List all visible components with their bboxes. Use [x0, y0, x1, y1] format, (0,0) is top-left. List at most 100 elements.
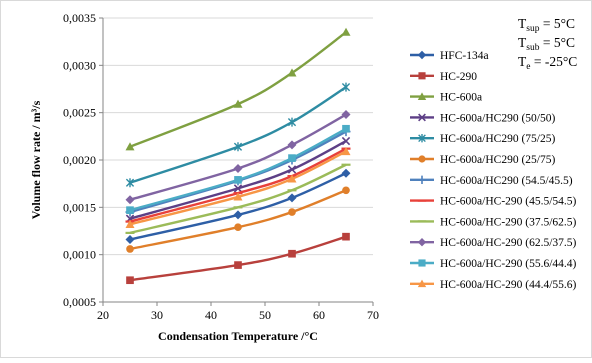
condition-label: Tsup = 5°C — [518, 16, 575, 34]
legend-label: HC-600a/HC-290 (55.6/44.4) — [440, 258, 577, 270]
legend: HFC-134a HC-290 HC-600a HC-600a/HC290 (50/5… — [410, 50, 577, 291]
series-line — [129, 147, 347, 223]
data-point — [233, 210, 243, 220]
legend-marker — [418, 72, 426, 80]
data-point — [287, 117, 297, 127]
condition-value: = 5°C — [539, 35, 575, 50]
x-tick-label: 70 — [367, 308, 379, 322]
legend-item: HFC-134a — [410, 50, 489, 62]
x-tick-label: 60 — [313, 308, 325, 322]
legend-label: HC-600a/HC290 (75/25) — [440, 133, 555, 145]
data-point — [341, 146, 351, 156]
condition-subscript: sup — [526, 24, 539, 34]
series-group — [126, 124, 350, 214]
data-point — [342, 232, 350, 241]
x-tick-label: 40 — [205, 308, 217, 322]
legend-label: HC-600a/HC290 (50/50) — [440, 112, 555, 124]
legend-label: HC-600a/HC-290 (37.5/62.5) — [440, 216, 577, 228]
condition-symbol: T — [518, 16, 527, 31]
y-tick-label: 0,0030 — [63, 58, 96, 72]
series-group — [125, 27, 351, 151]
data-point — [287, 140, 297, 150]
data-point — [341, 82, 351, 92]
series-line — [129, 86, 347, 184]
data-point — [125, 142, 135, 151]
x-axis-title: Condensation Temperature /°C — [158, 329, 318, 343]
condition-label: Tsub = 5°C — [518, 35, 575, 53]
data-point — [125, 195, 135, 205]
series-layer — [125, 27, 351, 285]
series-group — [125, 146, 351, 228]
condition-symbol: T — [518, 35, 527, 50]
data-point — [287, 68, 297, 77]
legend-item: HC-600a — [410, 92, 482, 104]
data-point — [126, 206, 134, 214]
series-line — [129, 163, 347, 235]
condition-value: = 5°C — [539, 16, 575, 31]
legend-item: HC-600a/HC290 (25/75) — [410, 154, 555, 166]
legend-item: HC-600a/HC-290 (55.6/44.4) — [410, 258, 577, 270]
data-point — [342, 124, 350, 133]
data-point — [234, 223, 242, 232]
legend-marker — [417, 50, 427, 60]
legend-label: HC-600a/HC-290 (44.4/55.6) — [440, 279, 577, 291]
legend-item: HC-600a/HC290 (50/50) — [410, 112, 555, 124]
legend-item: HC-600a/HC-290 (44.4/55.6) — [410, 279, 577, 291]
data-point — [233, 192, 243, 201]
data-point — [341, 168, 351, 178]
series-line — [129, 113, 347, 201]
condition-symbol: T — [518, 54, 527, 69]
condition-subscript: sub — [526, 43, 539, 53]
data-point — [342, 186, 350, 195]
axes: 0,0005 0,0010 0,0015 0,0020 0,0025 0,0030 0,00… — [63, 11, 379, 322]
y-tick-label: 0,0020 — [63, 153, 96, 167]
legend-label: HC-600a — [440, 92, 482, 104]
series-line — [129, 172, 347, 241]
legend-item: HC-600a/HC290 (75/25) — [410, 133, 555, 145]
legend-label: HFC-134a — [440, 50, 489, 62]
condition-label: Te = -25°C — [518, 54, 577, 72]
legend-item: HC-600a/HC-290 (62.5/37.5) — [410, 237, 577, 249]
series-line — [129, 235, 347, 282]
data-point — [287, 165, 297, 174]
legend-marker — [417, 175, 427, 184]
condition-value: = -25°C — [530, 54, 577, 69]
legend-marker — [417, 238, 427, 247]
y-tick-label: 0,0015 — [63, 200, 96, 214]
data-point — [233, 184, 243, 193]
data-point — [233, 142, 243, 152]
legend-item: HC-290 — [410, 71, 477, 83]
legend-label: HC-600a/HC290 (54.5/45.5) — [440, 175, 573, 187]
legend-marker — [417, 92, 427, 100]
y-tick-label: 0,0005 — [63, 295, 96, 309]
legend-marker — [418, 113, 426, 122]
data-point — [233, 164, 243, 174]
x-tick-label: 50 — [259, 308, 271, 322]
x-tick-label: 30 — [151, 308, 163, 322]
data-point — [288, 154, 296, 162]
data-point — [341, 27, 351, 36]
legend-label: HC-600a/HC-290 (45.5/54.5) — [440, 196, 577, 208]
series-group — [125, 82, 351, 188]
y-tick-label: 0,0010 — [63, 248, 96, 262]
legend-item: HC-600a/HC-290 (37.5/62.5) — [410, 216, 577, 228]
legend-label: HC-600a/HC290 (25/75) — [440, 154, 555, 166]
series-group — [125, 163, 351, 235]
legend-item: HC-600a/HC-290 (45.5/54.5) — [410, 196, 577, 208]
series-line — [129, 31, 347, 148]
series-line — [129, 140, 347, 220]
data-point — [126, 245, 134, 253]
data-point — [288, 208, 296, 216]
legend-label: HC-600a/HC-290 (62.5/37.5) — [440, 237, 577, 249]
x-tick-label: 20 — [97, 308, 109, 322]
series-group — [125, 110, 351, 205]
data-point — [288, 249, 296, 258]
data-point — [234, 261, 242, 269]
data-point — [126, 276, 134, 285]
series-line — [129, 189, 347, 251]
legend-marker — [417, 279, 427, 288]
condition-subscript: e — [526, 62, 530, 72]
